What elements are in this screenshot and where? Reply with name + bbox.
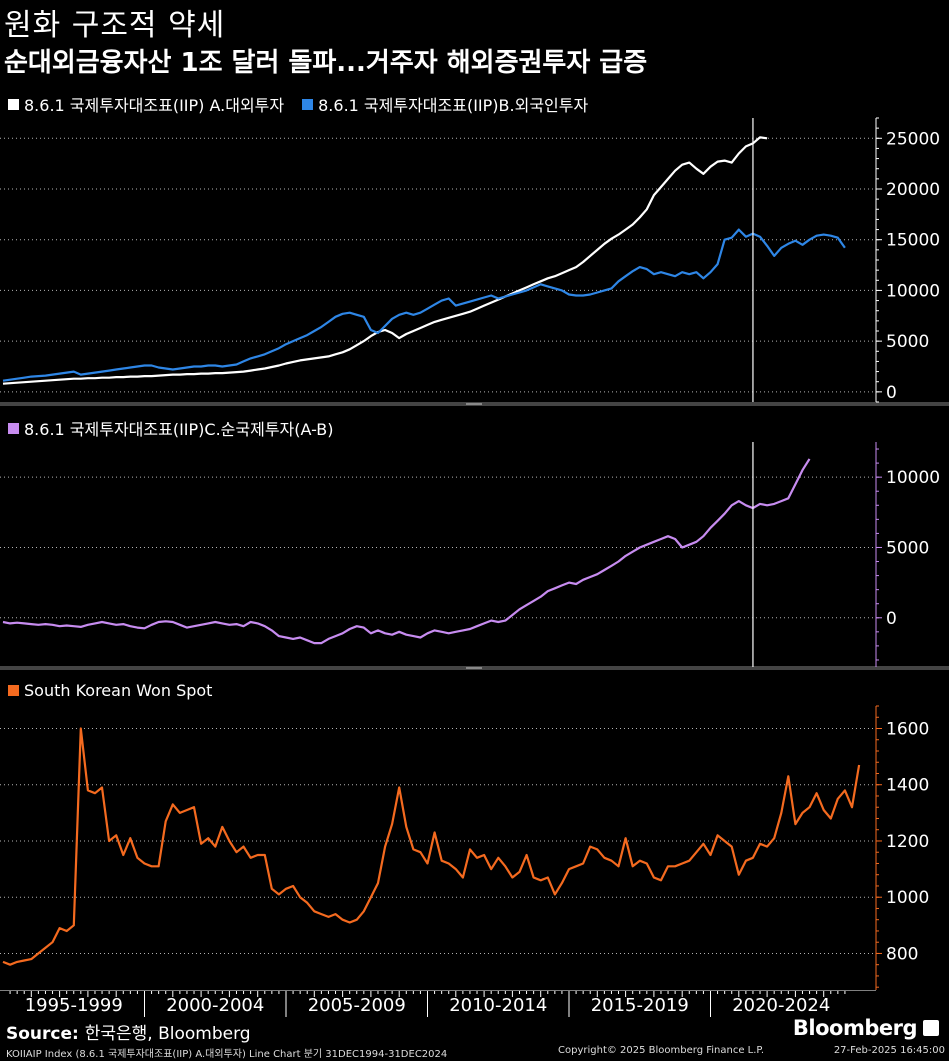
series-line (2, 458, 811, 645)
y-tick-label: 20000 (886, 180, 940, 200)
y-tick-label: 1400 (886, 776, 929, 796)
y-tick-label: 0 (886, 383, 897, 403)
legend-label: 8.6.1 국제투자대조표(IIP)B.외국인투자 (318, 96, 589, 115)
y-tick-label: 15000 (886, 231, 940, 251)
y-tick-label: 5000 (886, 538, 929, 558)
x-tick-label: 2015-2019 (591, 995, 689, 1016)
x-axis-band (0, 991, 949, 1017)
footer-timestamp: 27-Feb-2025 16:45:00 (833, 1045, 945, 1056)
legend-label: South Korean Won Spot (24, 681, 213, 700)
page-subtitle: 순대외금융자산 1조 달러 돌파...거주자 해외증권투자 급증 (4, 48, 648, 78)
y-tick-label: 1000 (886, 888, 929, 908)
y-tick-label: 5000 (886, 332, 929, 352)
y-tick-label: 25000 (886, 129, 940, 149)
y-tick-label: 1600 (886, 719, 929, 739)
legend-swatch-purple (8, 422, 19, 434)
source-label: Source: (6, 1024, 79, 1044)
legend-item-krw-spot[interactable]: South Korean Won Spot (8, 681, 212, 700)
series-line (2, 136, 768, 385)
y-tick-label: 10000 (886, 468, 940, 488)
x-tick-label: 2020-2024 (732, 995, 830, 1016)
legend-item-foreign-investment[interactable]: 8.6.1 국제투자대조표(IIP)B.외국인투자 (302, 92, 588, 116)
bloomberg-terminal-icon (923, 1020, 939, 1036)
legend-item-net-investment[interactable]: 8.6.1 국제투자대조표(IIP)C.순국제투자(A-B) (8, 416, 334, 440)
legend-middle: 8.6.1 국제투자대조표(IIP)C.순국제투자(A-B) (8, 416, 352, 440)
footer-left: KOIIAIP Index (8.6.1 국제투자대조표(IIP) A.대외투자… (6, 1049, 448, 1060)
legend-label: 8.6.1 국제투자대조표(IIP)C.순국제투자(A-B) (24, 420, 334, 439)
y-tick-label: 800 (886, 944, 918, 964)
source-text: 한국은행, Bloomberg (84, 1024, 251, 1044)
footer-copyright: Copyright© 2025 Bloomberg Finance L.P. (558, 1045, 765, 1056)
legend-label: 8.6.1 국제투자대조표(IIP) A.대외투자 (24, 96, 285, 115)
series-line (2, 727, 861, 966)
x-tick-label: 2000-2004 (166, 995, 264, 1016)
series-line (2, 228, 846, 382)
x-tick-label: 2005-2009 (308, 995, 406, 1016)
page-title: 원화 구조적 약세 (4, 8, 226, 43)
y-tick-label: 1200 (886, 832, 929, 852)
legend-item-external-investment[interactable]: 8.6.1 국제투자대조표(IIP) A.대외투자 (8, 92, 284, 116)
legend-swatch-blue (302, 98, 314, 110)
legend-swatch-orange (8, 685, 19, 696)
legend-top: 8.6.1 국제투자대조표(IIP) A.대외투자 8.6.1 국제투자대조표(… (8, 92, 606, 116)
legend-swatch-white (8, 98, 19, 110)
x-tick-label: 2010-2014 (449, 995, 547, 1016)
panel-resize-handle (466, 667, 482, 669)
y-tick-label: 10000 (886, 281, 940, 301)
legend-bottom: South Korean Won Spot (8, 681, 230, 700)
panel-resize-handle (466, 403, 482, 405)
bloomberg-logo: Bloomberg (792, 1016, 918, 1040)
y-tick-label: 0 (886, 609, 897, 629)
source-line: Source: 한국은행, Bloomberg (6, 1019, 251, 1044)
x-tick-label: 1995-1999 (25, 995, 123, 1016)
